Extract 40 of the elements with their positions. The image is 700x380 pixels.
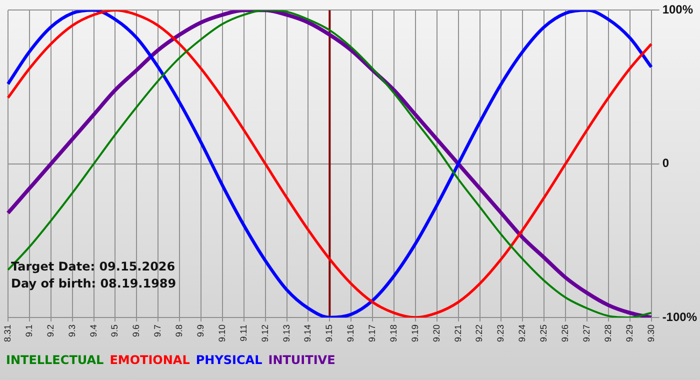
x-tick-label: 9.14 — [302, 324, 313, 342]
text: INTUITIVE — [268, 353, 336, 367]
x-tick-label: 9.26 — [560, 324, 570, 342]
x-tick-label: 9.20 — [431, 324, 442, 342]
y-tick-label: 0 — [662, 156, 670, 170]
x-tick-label: 9.8 — [174, 324, 184, 337]
x-tick-label: 9.10 — [216, 324, 227, 342]
x-tick-label: 9.21 — [452, 324, 463, 342]
x-tick-label: 8.31 — [2, 324, 12, 342]
x-tick-label: 9.7 — [152, 324, 163, 337]
x-tick-label: 9.28 — [602, 324, 613, 342]
annotation: Day of birth: 08.19.1989 — [11, 276, 176, 290]
y-tick-label: -100% — [662, 310, 698, 324]
x-tick-label: 9.25 — [538, 324, 549, 342]
x-tick-label: 9.17 — [367, 324, 378, 342]
x-tick-label: 9.13 — [281, 324, 292, 342]
x-tick-label: 9.24 — [517, 324, 528, 342]
x-tick-label: 9.9 — [195, 324, 206, 337]
x-tick-label: 9.15 — [324, 324, 334, 342]
x-tick-label: 9.2 — [45, 324, 56, 337]
x-tick-label: 9.12 — [260, 324, 270, 342]
y-tick-label: 100% — [662, 2, 694, 17]
x-tick-label: 9.22 — [474, 324, 484, 342]
x-tick-label: 9.3 — [66, 324, 77, 337]
x-tick-label: 9.11 — [238, 324, 248, 342]
x-tick-label: 9.4 — [88, 324, 98, 337]
x-tick-label: 9.6 — [131, 324, 142, 337]
x-tick-label: 9.27 — [581, 324, 592, 342]
x-tick-label: 9.19 — [410, 324, 420, 342]
text: INTELLECTUAL — [6, 353, 104, 367]
x-tick-label: 9.16 — [346, 324, 356, 342]
text: PHYSICAL — [196, 353, 262, 367]
x-tick-label: 9.5 — [110, 324, 120, 337]
x-tick-label: 9.1 — [24, 324, 34, 337]
annotation: Target Date: 09.15.2026 — [11, 259, 176, 274]
x-tick-label: 9.30 — [646, 324, 656, 342]
x-tick-label: 9.23 — [496, 324, 506, 342]
text: EMOTIONAL — [110, 353, 190, 367]
x-tick-label: 9.18 — [388, 324, 398, 342]
x-tick-label: 9.29 — [624, 324, 634, 342]
